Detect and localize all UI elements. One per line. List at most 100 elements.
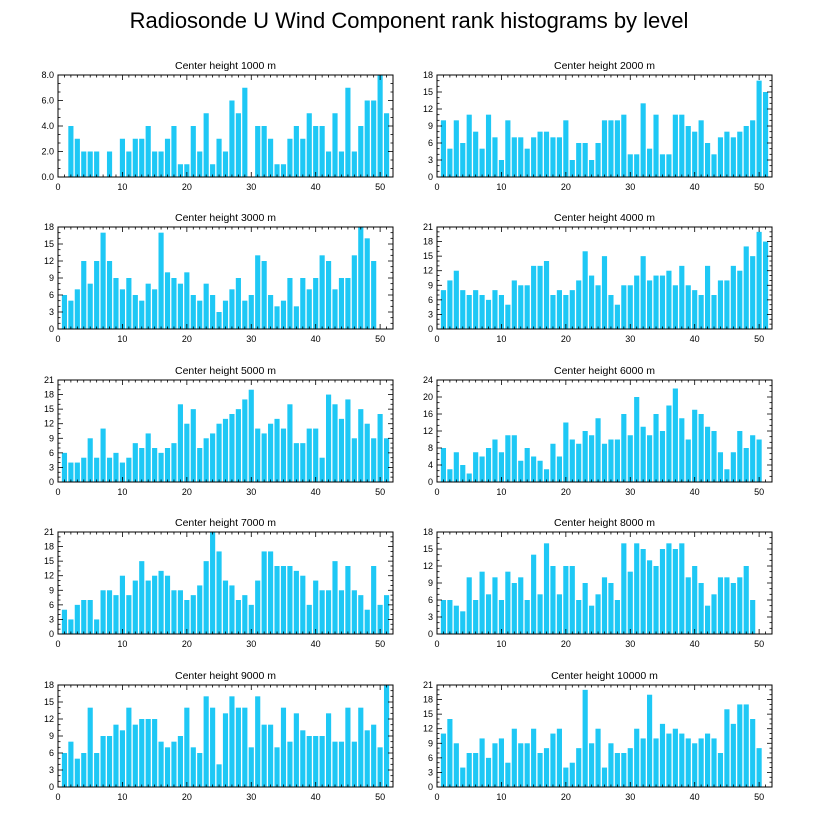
bar — [371, 100, 377, 177]
bar — [447, 600, 453, 634]
bar — [177, 283, 183, 329]
bar — [756, 231, 762, 329]
bar — [248, 747, 254, 787]
bar — [692, 409, 698, 482]
bar — [653, 114, 659, 177]
bar — [614, 120, 620, 177]
y-tick-label: 0 — [428, 782, 433, 792]
bar — [492, 577, 498, 634]
bar — [473, 600, 479, 634]
bar — [242, 87, 248, 177]
bar — [634, 154, 640, 177]
bar — [113, 278, 119, 329]
bar — [608, 439, 614, 482]
bar — [345, 87, 351, 177]
bar — [94, 753, 100, 787]
bar — [164, 575, 171, 634]
bar — [647, 280, 653, 329]
bar — [505, 571, 511, 634]
y-tick-label: 3 — [49, 765, 54, 775]
panel-title: Center height 9000 m — [175, 670, 276, 682]
x-tick-label: 0 — [434, 487, 439, 497]
bar — [235, 600, 241, 634]
bar — [505, 435, 511, 482]
bar — [229, 100, 235, 177]
x-tick-label: 40 — [311, 487, 321, 497]
y-tick-label: 6 — [428, 753, 433, 763]
bar — [81, 753, 87, 787]
bar — [692, 566, 698, 634]
y-tick-label: 3 — [428, 612, 433, 622]
bar — [210, 532, 216, 634]
bar — [717, 753, 724, 787]
x-tick-label: 50 — [375, 639, 385, 649]
bar — [68, 462, 74, 482]
panel-6: Center height 6000 m 0 10 20 30 40 50 0 4 8 12 16 20… — [423, 365, 773, 497]
bar — [210, 295, 216, 329]
bar — [81, 600, 87, 634]
bar — [498, 738, 504, 787]
bar — [313, 736, 319, 787]
x-tick-label: 0 — [434, 182, 439, 192]
bar — [743, 246, 749, 329]
y-tick-label: 0.0 — [41, 172, 54, 182]
x-tick-label: 30 — [625, 487, 635, 497]
bar — [524, 448, 530, 482]
bar — [518, 577, 524, 634]
bar — [242, 300, 248, 329]
bar — [119, 730, 125, 787]
bar — [498, 452, 504, 482]
bar — [569, 160, 575, 177]
bar — [210, 707, 216, 787]
bar — [608, 743, 614, 787]
bar — [268, 295, 274, 329]
bar — [351, 741, 357, 787]
bar — [293, 570, 299, 634]
bar — [332, 113, 338, 177]
bar — [358, 409, 364, 482]
bar — [647, 148, 653, 177]
bar — [229, 414, 235, 482]
bar — [563, 566, 569, 634]
bar — [152, 575, 158, 634]
y-tick-label: 12 — [423, 561, 433, 571]
bar — [601, 577, 608, 634]
bar — [248, 389, 254, 482]
bar — [730, 583, 736, 634]
bar — [300, 138, 306, 177]
bar — [653, 414, 659, 482]
bar — [145, 126, 151, 177]
bar — [164, 272, 171, 329]
y-tick-label: 15 — [44, 556, 54, 566]
bar — [762, 92, 769, 177]
bar — [345, 707, 351, 787]
bar — [222, 713, 229, 787]
x-tick-label: 50 — [754, 334, 764, 344]
bar — [158, 232, 164, 329]
bar — [255, 126, 261, 177]
bar — [666, 405, 672, 482]
bar — [440, 290, 447, 329]
bar — [737, 431, 743, 482]
bar — [634, 275, 640, 329]
bar — [589, 435, 595, 482]
bar — [563, 422, 569, 482]
bar — [485, 594, 492, 634]
bar — [582, 143, 588, 177]
y-tick-label: 2.0 — [41, 147, 54, 157]
y-tick-label: 9 — [428, 738, 433, 748]
bar — [235, 278, 241, 329]
bar — [338, 590, 345, 634]
bar — [351, 438, 357, 482]
x-tick-label: 20 — [182, 487, 192, 497]
bar — [132, 295, 138, 329]
bar — [601, 120, 608, 177]
bar — [274, 418, 280, 482]
bar — [61, 609, 68, 634]
y-tick-label: 0 — [49, 324, 54, 334]
x-tick-label: 30 — [246, 182, 256, 192]
bar — [210, 164, 216, 177]
bar — [453, 743, 459, 787]
bar — [659, 549, 666, 634]
